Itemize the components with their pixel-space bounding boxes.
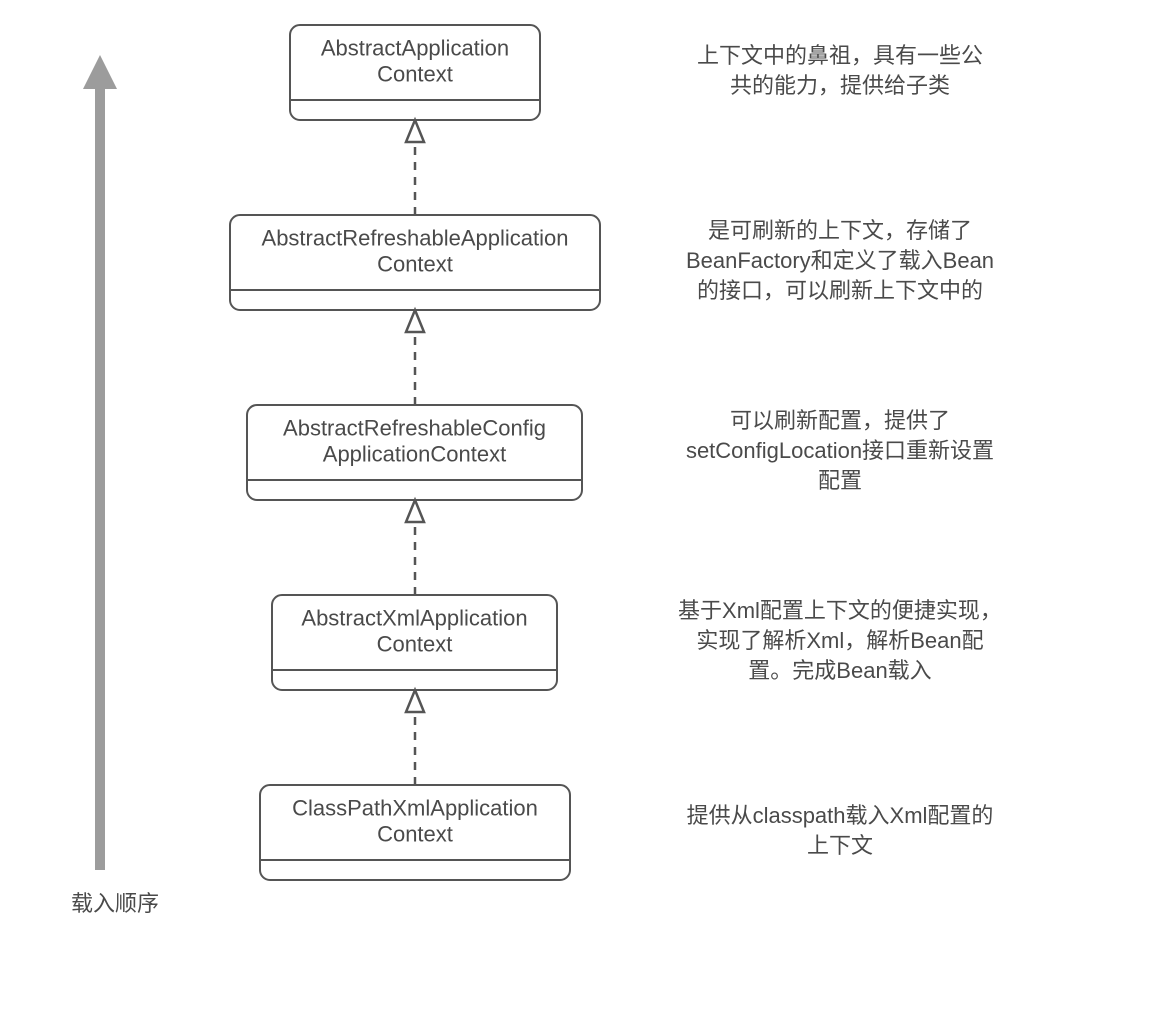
node-description: 提供从classpath载入Xml配置的上下文 (687, 803, 994, 858)
node-description: 上下文中的鼻祖，具有一些公共的能力，提供给子类 (697, 43, 983, 98)
node-title: Context (377, 61, 453, 86)
load-order-arrow (83, 55, 117, 870)
uml-node: AbstractRefreshableConfig ApplicationCon… (247, 405, 582, 500)
description-line: 实现了解析Xml，解析Bean配 (696, 628, 983, 653)
description-line: 基于Xml配置上下文的便捷实现， (678, 598, 1002, 623)
description-line: 共的能力，提供给子类 (730, 73, 950, 98)
node-description: 是可刷新的上下文，存储了 BeanFactory和定义了载入Bean 的接口，可以刷… (686, 218, 994, 303)
inheritance-arrow (406, 500, 424, 595)
description-line: 提供从classpath载入Xml配置的 (687, 803, 994, 828)
uml-node: AbstractRefreshableApplication Context (230, 215, 600, 310)
inheritance-arrow (406, 310, 424, 405)
node-title: AbstractRefreshableApplication (262, 225, 569, 250)
description-line: 的接口，可以刷新上下文中的 (697, 278, 983, 303)
node-title: Context (377, 821, 453, 846)
description-line: 配置 (818, 468, 862, 493)
node-title: AbstractRefreshableConfig (283, 415, 546, 440)
description-line: 置。完成Bean载入 (748, 658, 931, 683)
description-line: 上下文中的鼻祖，具有一些公 (697, 43, 983, 68)
description-line: 是可刷新的上下文，存储了 (708, 218, 972, 243)
description-line: 上下文 (807, 833, 873, 858)
class-hierarchy-diagram: 载入顺序 AbstractApplication Context Abstrac… (0, 0, 1150, 1020)
node-description: 基于Xml配置上下文的便捷实现， 实现了解析Xml，解析Bean配置。完成Bean… (678, 598, 1002, 683)
description-line: setConfigLocation接口重新设置 (686, 438, 994, 463)
description-line: 可以刷新配置，提供了 (730, 408, 950, 433)
inheritance-arrow (406, 120, 424, 215)
uml-node: ClassPathXmlApplication Context (260, 785, 570, 880)
node-title: ApplicationContext (323, 441, 506, 466)
inheritance-arrow (406, 690, 424, 785)
uml-node: AbstractApplication Context (290, 25, 540, 120)
description-line: BeanFactory和定义了载入Bean (686, 248, 994, 273)
node-title: Context (377, 631, 453, 656)
node-description: 可以刷新配置，提供了 setConfigLocation接口重新设置配置 (686, 408, 994, 493)
node-title: ClassPathXmlApplication (292, 795, 538, 820)
uml-node: AbstractXmlApplication Context (272, 595, 557, 690)
node-title: AbstractXmlApplication (301, 605, 527, 630)
node-title: Context (377, 251, 453, 276)
node-title: AbstractApplication (321, 35, 509, 60)
load-order-label: 载入顺序 (71, 891, 159, 916)
